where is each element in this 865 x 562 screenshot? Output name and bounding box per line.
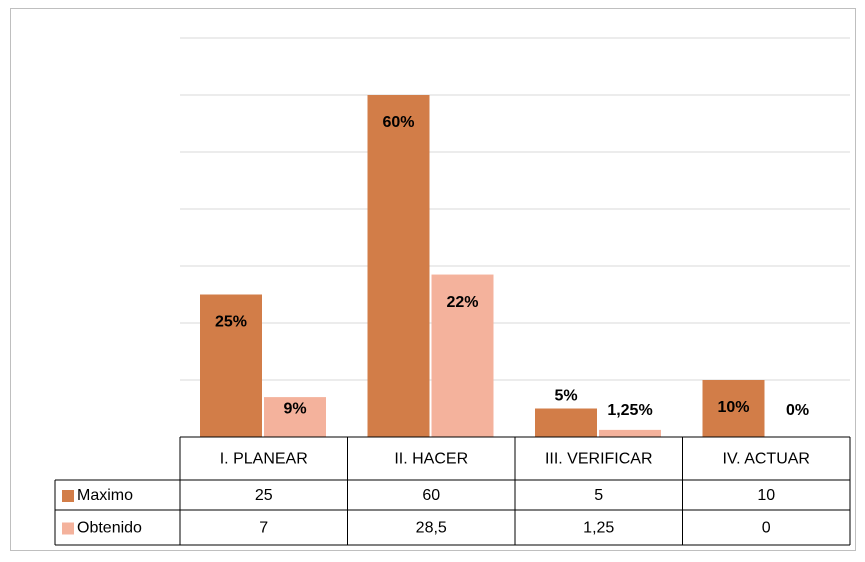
bar [367, 95, 430, 437]
table-value: 60 [422, 487, 440, 504]
bar-label: 0% [786, 402, 809, 419]
table-value: 5 [594, 487, 603, 504]
table-value: 25 [255, 487, 273, 504]
x-tick-label: III. VERIFICAR [545, 451, 653, 468]
table-value: 7 [259, 520, 268, 537]
bar-label: 5% [554, 388, 577, 405]
legend-key [62, 490, 74, 502]
bar [535, 408, 597, 437]
legend-label: Obtenido [77, 520, 142, 537]
x-tick-label: II. HACER [394, 451, 468, 468]
legend-key [62, 522, 74, 535]
legend-label: Maximo [77, 487, 133, 504]
table-value: 0 [762, 520, 771, 537]
bar-label: 22% [446, 294, 478, 311]
bar [264, 397, 326, 437]
table-value: 10 [757, 487, 775, 504]
bar-label: 10% [717, 399, 749, 416]
bar [431, 274, 494, 437]
table-value: 1,25 [583, 520, 614, 537]
x-tick-label: IV. ACTUAR [723, 451, 810, 468]
bar-label: 25% [215, 314, 247, 331]
table-value: 28,5 [416, 520, 447, 537]
bar-label: 1,25% [607, 402, 652, 419]
bar [702, 380, 765, 437]
bar [599, 429, 661, 437]
x-tick-label: I. PLANEAR [220, 451, 308, 468]
bar [200, 294, 262, 437]
bar-label: 9% [283, 400, 306, 417]
bar-label: 60% [382, 114, 414, 131]
